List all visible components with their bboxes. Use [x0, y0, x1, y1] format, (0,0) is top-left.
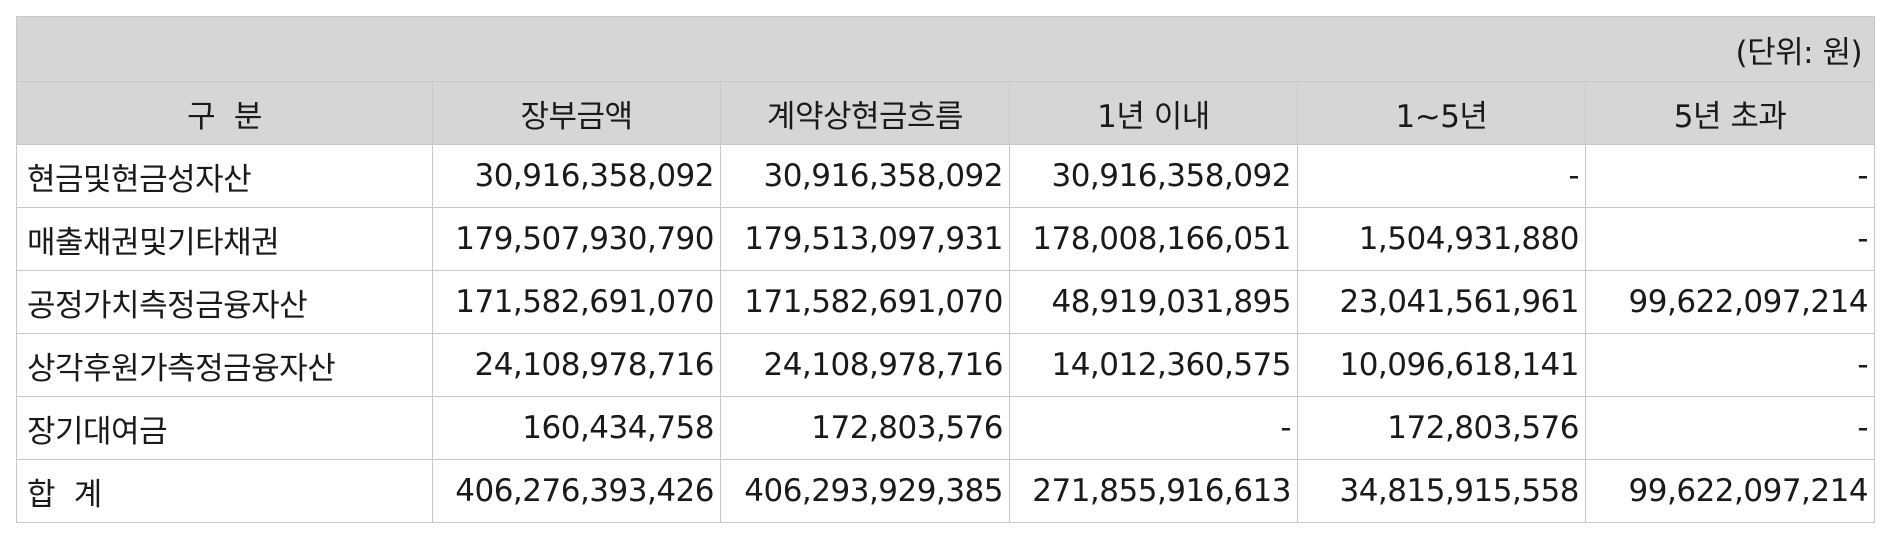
total-over-5-years: 99,622,097,214	[1584, 459, 1876, 523]
header-contractual-cash-flow: 계약상현금흐름	[720, 81, 1010, 145]
header-over-5-years: 5년 초과	[1584, 81, 1876, 145]
cell-contractual-cash-flow: 179,513,097,931	[720, 207, 1010, 271]
row-label: 현금및현금성자산	[16, 144, 433, 208]
cell-contractual-cash-flow: 172,803,576	[720, 396, 1010, 460]
cell-within-1-year: -	[1009, 396, 1298, 460]
cell-within-1-year: 48,919,031,895	[1009, 270, 1298, 334]
cell-contractual-cash-flow: 30,916,358,092	[720, 144, 1010, 208]
cell-book-value: 160,434,758	[432, 396, 721, 460]
header-book-value: 장부금액	[432, 81, 721, 145]
header-1-to-5-years: 1~5년	[1297, 81, 1586, 145]
cell-within-1-year: 14,012,360,575	[1009, 333, 1298, 397]
cell-1-to-5-years: 172,803,576	[1297, 396, 1586, 460]
total-within-1-year: 271,855,916,613	[1009, 459, 1298, 523]
cell-1-to-5-years: 1,504,931,880	[1297, 207, 1586, 271]
cell-1-to-5-years: 23,041,561,961	[1297, 270, 1586, 334]
row-label: 매출채권및기타채권	[16, 207, 433, 271]
cell-book-value: 30,916,358,092	[432, 144, 721, 208]
cell-book-value: 171,582,691,070	[432, 270, 721, 334]
financial-assets-table-container: (단위: 원) 구 분 장부금액 계약상현금흐름 1년 이내 1~5년 5년 초…	[15, 16, 1876, 523]
total-contractual-cash-flow: 406,293,929,385	[720, 459, 1010, 523]
unit-row: (단위: 원)	[15, 16, 1876, 82]
total-row: 합 계 406,276,393,426 406,293,929,385 271,…	[16, 459, 1876, 523]
row-label: 장기대여금	[16, 396, 433, 460]
table-row: 상각후원가측정금융자산 24,108,978,716 24,108,978,71…	[16, 333, 1876, 397]
table-row: 현금및현금성자산 30,916,358,092 30,916,358,092 3…	[16, 144, 1876, 208]
total-book-value: 406,276,393,426	[432, 459, 721, 523]
unit-note: (단위: 원)	[15, 16, 1876, 82]
cell-over-5-years: 99,622,097,214	[1584, 270, 1876, 334]
financial-assets-maturity-table: (단위: 원) 구 분 장부금액 계약상현금흐름 1년 이내 1~5년 5년 초…	[15, 16, 1876, 523]
table-row: 장기대여금 160,434,758 172,803,576 - 172,803,…	[16, 396, 1876, 460]
header-category: 구 분	[16, 81, 433, 145]
cell-contractual-cash-flow: 24,108,978,716	[720, 333, 1010, 397]
cell-over-5-years: -	[1584, 333, 1876, 397]
header-row: 구 분 장부금액 계약상현금흐름 1년 이내 1~5년 5년 초과	[16, 81, 1876, 145]
row-label: 상각후원가측정금융자산	[16, 333, 433, 397]
cell-within-1-year: 178,008,166,051	[1009, 207, 1298, 271]
total-label: 합 계	[16, 459, 433, 523]
table-row: 매출채권및기타채권 179,507,930,790 179,513,097,93…	[16, 207, 1876, 271]
row-label: 공정가치측정금융자산	[16, 270, 433, 334]
cell-1-to-5-years: 10,096,618,141	[1297, 333, 1586, 397]
cell-book-value: 179,507,930,790	[432, 207, 721, 271]
header-within-1-year: 1년 이내	[1009, 81, 1298, 145]
cell-within-1-year: 30,916,358,092	[1009, 144, 1298, 208]
cell-contractual-cash-flow: 171,582,691,070	[720, 270, 1010, 334]
table-row: 공정가치측정금융자산 171,582,691,070 171,582,691,0…	[16, 270, 1876, 334]
cell-book-value: 24,108,978,716	[432, 333, 721, 397]
cell-over-5-years: -	[1584, 144, 1876, 208]
cell-over-5-years: -	[1584, 207, 1876, 271]
cell-1-to-5-years: -	[1297, 144, 1586, 208]
total-1-to-5-years: 34,815,915,558	[1297, 459, 1586, 523]
cell-over-5-years: -	[1584, 396, 1876, 460]
